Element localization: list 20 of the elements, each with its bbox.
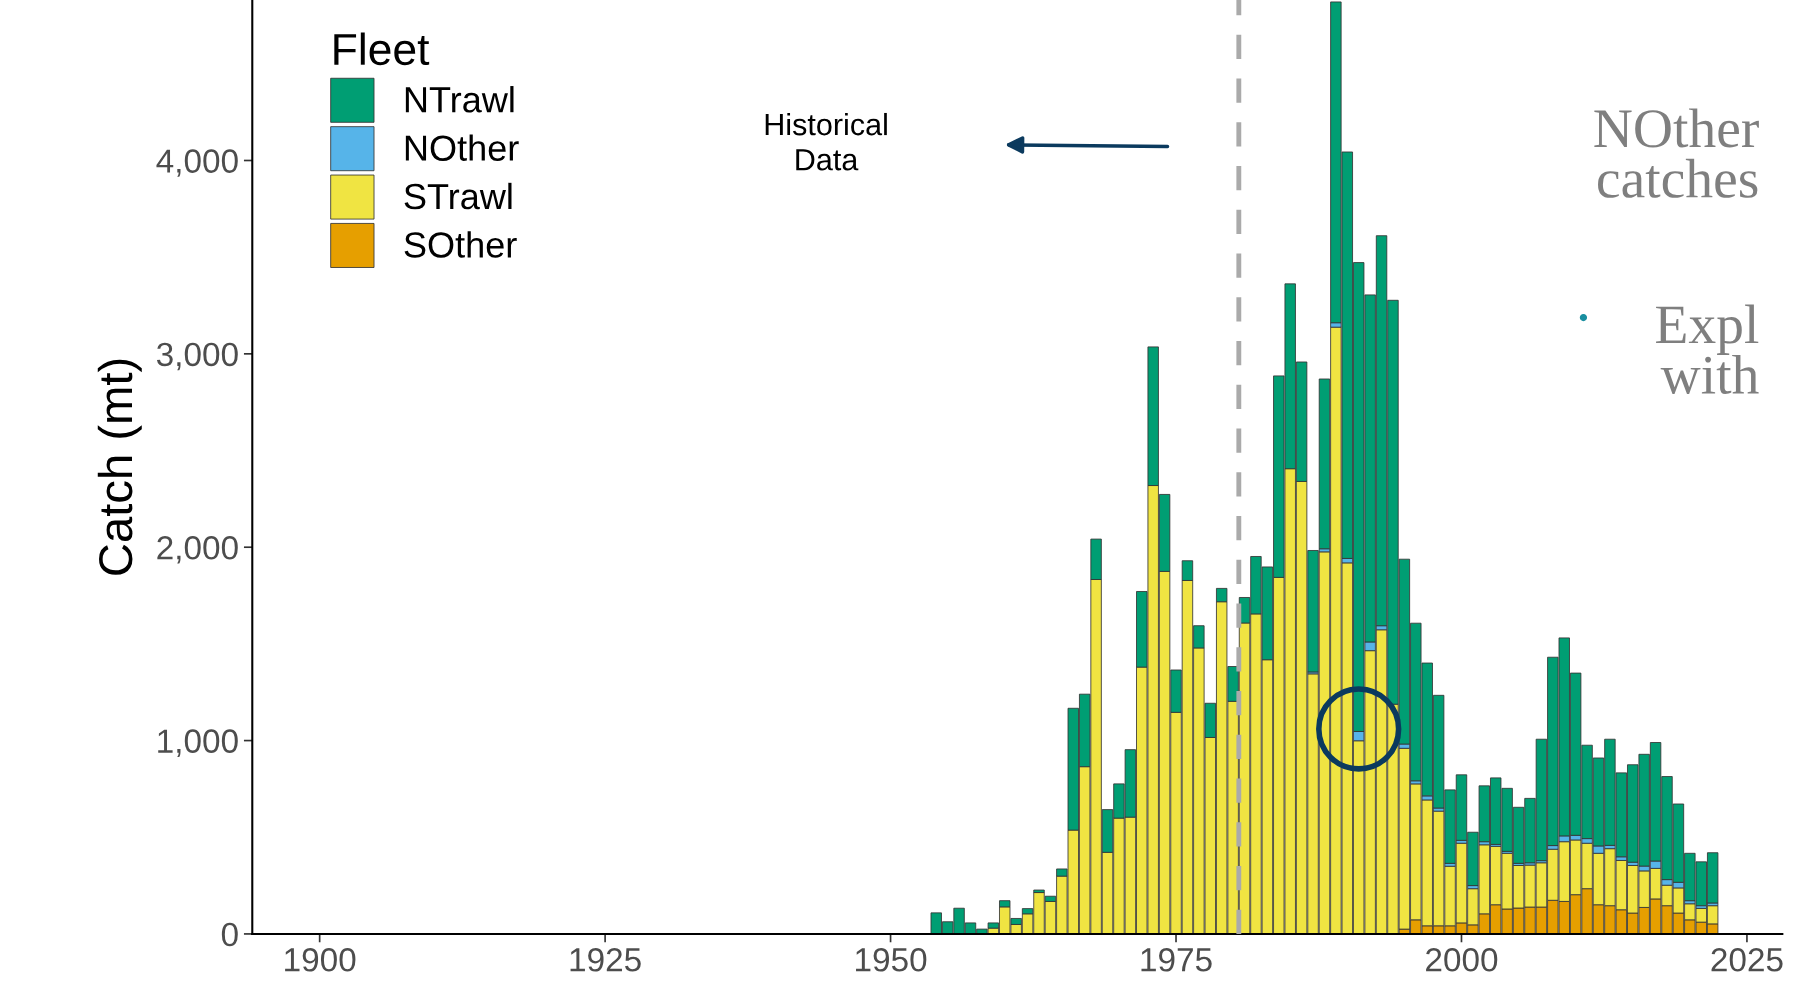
legend-label: NTrawl [405,86,514,113]
legend-title: Fleet [334,32,430,66]
y-axis-title: Catch (mt) [97,359,142,575]
legend-label: NOther [405,134,519,161]
annotation: NOther catches [1594,108,1759,198]
y-tick-label: 2,000 [157,536,238,564]
x-tick-label: 2000 [1426,948,1498,972]
y-tick-label: 4,000 [156,149,238,177]
x-tick-label: 1950 [856,948,927,972]
legend-label: STrawl [404,182,512,210]
x-tick-label: 1925 [570,948,641,972]
x-tick-label: 1900 [285,948,356,972]
annotation: Historical Data [765,112,887,171]
y-tick-label: 1,000 [158,729,238,757]
legend-label: SOther [404,231,517,258]
y-tick-label: 0 [221,922,238,947]
x-tick-label: 1975 [1141,948,1212,972]
y-tick-label: 3,000 [156,342,238,371]
x-tick-label: 2025 [1711,948,1783,972]
annotation: Expl with [1656,304,1759,394]
